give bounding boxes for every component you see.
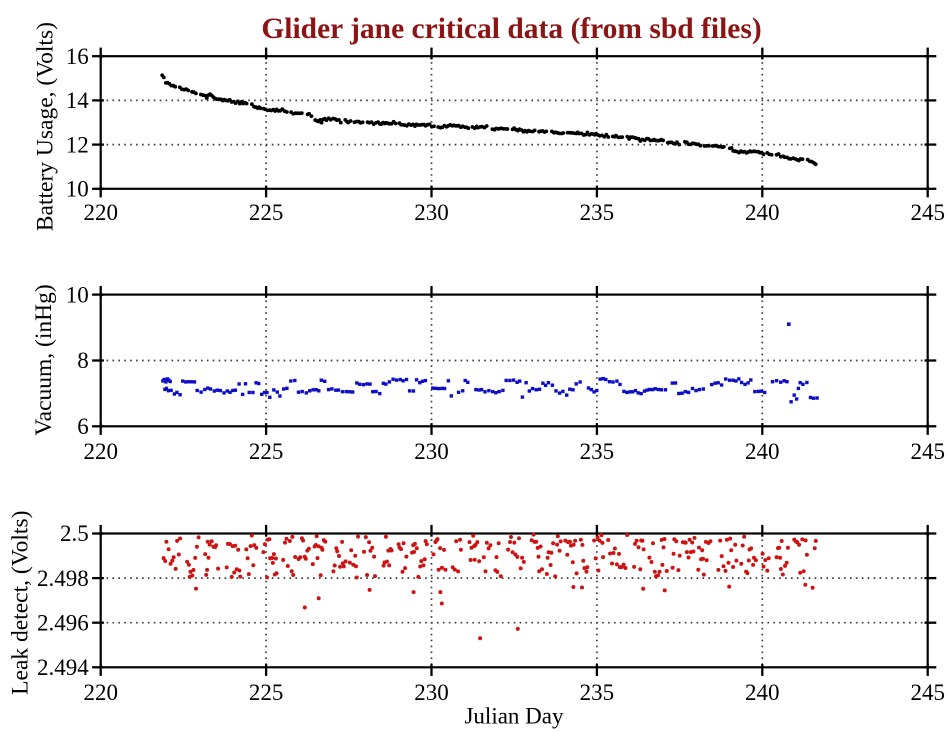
svg-text:240: 240 xyxy=(745,680,780,705)
svg-text:235: 235 xyxy=(580,680,615,705)
svg-text:16: 16 xyxy=(66,44,89,69)
svg-text:220: 220 xyxy=(83,200,118,225)
svg-text:10: 10 xyxy=(66,177,89,202)
svg-text:2.5: 2.5 xyxy=(60,521,89,546)
svg-text:240: 240 xyxy=(745,439,780,464)
svg-text:230: 230 xyxy=(414,200,449,225)
svg-text:245: 245 xyxy=(910,439,945,464)
svg-text:2.496: 2.496 xyxy=(37,610,89,635)
svg-text:235: 235 xyxy=(580,200,615,225)
svg-text:Battery Usage, (Volts): Battery Usage, (Volts) xyxy=(33,22,59,231)
svg-text:220: 220 xyxy=(83,680,118,705)
svg-text:240: 240 xyxy=(745,200,780,225)
svg-text:2.498: 2.498 xyxy=(37,566,89,591)
svg-text:Vacuum, (inHg): Vacuum, (inHg) xyxy=(31,284,57,435)
svg-text:Leak detect, (Volts): Leak detect, (Volts) xyxy=(8,511,34,695)
svg-text:245: 245 xyxy=(910,200,945,225)
svg-text:225: 225 xyxy=(249,200,284,225)
svg-text:6: 6 xyxy=(77,414,89,439)
svg-text:12: 12 xyxy=(66,132,89,157)
svg-text:Julian Day: Julian Day xyxy=(464,704,564,729)
svg-text:Glider jane critical data (fro: Glider jane critical data (from sbd file… xyxy=(261,13,761,45)
svg-text:230: 230 xyxy=(414,680,449,705)
svg-text:235: 235 xyxy=(580,439,615,464)
svg-text:14: 14 xyxy=(66,88,90,113)
svg-text:225: 225 xyxy=(249,680,284,705)
svg-text:230: 230 xyxy=(414,439,449,464)
svg-text:2.494: 2.494 xyxy=(37,655,89,680)
svg-text:10: 10 xyxy=(66,282,89,307)
svg-text:220: 220 xyxy=(83,439,118,464)
svg-text:8: 8 xyxy=(77,348,89,373)
svg-text:225: 225 xyxy=(249,439,284,464)
svg-text:245: 245 xyxy=(910,680,945,705)
